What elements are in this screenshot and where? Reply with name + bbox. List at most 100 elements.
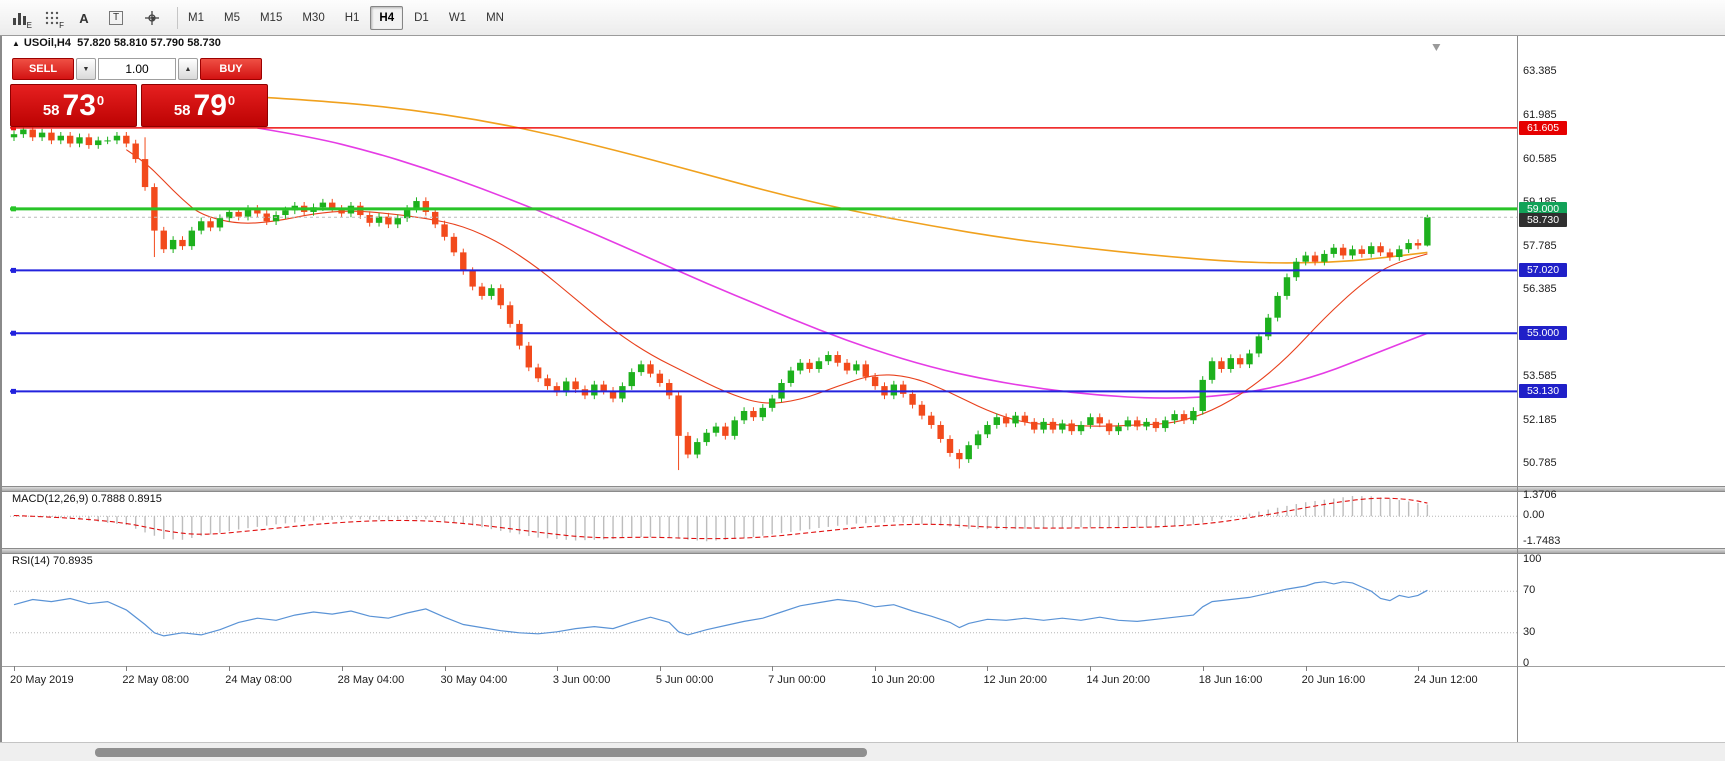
time-axis-label: 7 Jun 00:00	[768, 674, 826, 686]
candle-body	[1040, 421, 1047, 430]
volume-input[interactable]: 1.00	[98, 58, 176, 80]
trade-controls-row: SELL ▼ 1.00 ▲ BUY	[12, 58, 262, 80]
candle	[1143, 418, 1150, 431]
candle	[853, 360, 860, 375]
ohlc-values: 57.820 58.810 57.790 58.730	[77, 37, 221, 49]
buy-price-prefix: 58	[173, 102, 191, 119]
tf-button-d1[interactable]: D1	[405, 6, 438, 30]
tf-button-m15[interactable]: M15	[251, 6, 291, 30]
candle-body	[787, 370, 795, 383]
candle	[525, 341, 532, 372]
timeframe-group: M1 M5 M15 M30 H1 H4 D1 W1 MN	[178, 4, 514, 32]
candle	[1040, 418, 1047, 434]
candle-body	[956, 452, 963, 460]
candle-body	[703, 432, 710, 443]
buy-price-tile[interactable]: 58 79 0	[141, 84, 268, 127]
candle	[937, 421, 944, 443]
time-axis-label: 24 Jun 12:00	[1414, 674, 1478, 686]
annotation-icon[interactable]: A	[69, 4, 99, 32]
candle	[797, 359, 804, 375]
candle-body	[1162, 420, 1169, 429]
candle	[563, 377, 570, 397]
candle	[57, 132, 64, 145]
volume-down-button[interactable]: ▼	[76, 58, 96, 80]
candle	[1059, 419, 1066, 434]
candle	[160, 226, 167, 253]
candle	[1068, 419, 1075, 435]
rsi-axis-label: 0	[1523, 657, 1530, 669]
collapse-panel-icon[interactable]: ▲	[12, 39, 20, 48]
candle	[1049, 418, 1057, 434]
candle-body	[843, 362, 851, 371]
candle-body	[460, 252, 467, 272]
time-axis-tick	[341, 666, 343, 671]
candle	[1302, 251, 1309, 266]
tf-button-h1[interactable]: H1	[336, 6, 369, 30]
candle-body	[918, 404, 926, 416]
grid-icon[interactable]: F	[37, 4, 67, 32]
candle-body	[29, 129, 36, 138]
sell-price-tile[interactable]: 58 73 0	[10, 84, 137, 127]
y-axis-label: 56.385	[1523, 283, 1557, 296]
scrollbar-thumb[interactable]	[95, 748, 867, 757]
candle-body	[450, 236, 458, 253]
candle-body	[95, 140, 102, 146]
candle-body	[731, 420, 738, 436]
line-handle	[11, 330, 16, 336]
volume-up-button[interactable]: ▲	[178, 58, 198, 80]
candle-body	[572, 381, 579, 390]
price-level-box: 57.020	[1519, 263, 1567, 278]
candle-body	[974, 434, 982, 446]
tf-button-m1[interactable]: M1	[179, 6, 213, 30]
candle	[1087, 413, 1094, 429]
candle	[95, 136, 102, 149]
time-axis-tick	[1090, 666, 1092, 671]
candle-body	[319, 202, 327, 208]
ma-fast-line	[125, 149, 1428, 427]
y-axis-label: 63.385	[1523, 65, 1557, 78]
candle-body	[57, 135, 64, 141]
panel-splitter[interactable]	[0, 486, 1725, 492]
chart-type-icon[interactable]: E	[5, 4, 35, 32]
tf-button-mn[interactable]: MN	[477, 6, 513, 30]
tf-button-w1[interactable]: W1	[440, 6, 475, 30]
candle	[272, 211, 280, 226]
candle-body	[441, 224, 448, 237]
candle-body	[946, 438, 954, 453]
sell-button[interactable]: SELL	[12, 58, 74, 80]
tf-button-m5[interactable]: M5	[215, 6, 249, 30]
rsi-panel[interactable]	[10, 554, 1517, 665]
time-axis-tick	[987, 666, 989, 671]
annotation-label: A	[79, 10, 89, 26]
price-level-box: 55.000	[1519, 326, 1567, 341]
candle-body	[1311, 255, 1319, 262]
candle	[188, 226, 196, 250]
candle	[909, 390, 916, 409]
candle-body	[637, 364, 645, 373]
chart-window[interactable]: ▲ USOil,H4 57.820 58.810 57.790 58.730 SE…	[0, 36, 1725, 761]
candle-body	[160, 230, 167, 250]
panel-splitter[interactable]	[0, 548, 1725, 554]
time-axis-tick	[1418, 666, 1419, 671]
macd-panel[interactable]	[10, 492, 1517, 548]
candle-body	[516, 323, 523, 346]
candle-body	[862, 364, 869, 377]
candle-body	[469, 271, 476, 287]
crosshair-icon[interactable]: ▾	[133, 4, 171, 32]
tf-button-h4[interactable]: H4	[370, 6, 404, 30]
candle-body	[85, 137, 93, 146]
time-axis-label: 22 May 08:00	[122, 674, 189, 686]
buy-button[interactable]: BUY	[200, 58, 262, 80]
candle	[1274, 292, 1281, 322]
candle-body	[768, 398, 776, 408]
text-tool-icon[interactable]: T	[101, 4, 131, 32]
tf-button-m30[interactable]: M30	[293, 6, 333, 30]
candle-body	[965, 445, 972, 460]
candle-body	[759, 407, 766, 418]
horizontal-scrollbar[interactable]	[0, 742, 1725, 761]
price-chart[interactable]	[10, 44, 1517, 487]
candle	[862, 360, 869, 381]
candle-body	[1180, 414, 1188, 421]
symbol-timeframe-label: USOil,H4	[23, 37, 71, 49]
candle-body	[113, 135, 121, 141]
